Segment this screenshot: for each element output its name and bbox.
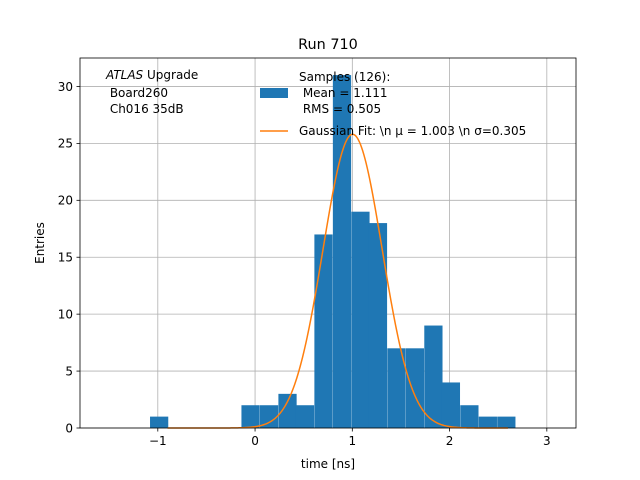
legend: Samples (126): Mean = 1.111 RMS = 0.505 … xyxy=(260,70,526,138)
histogram-bar xyxy=(278,393,297,428)
legend-fit-label: Gaussian Fit: \n μ = 1.003 \n σ=0.305 xyxy=(299,124,526,138)
y-tick-label: 0 xyxy=(65,421,73,435)
histogram-bar xyxy=(295,405,315,428)
x-tick-label: 0 xyxy=(251,434,259,448)
annotation-atlas: ATLAS xyxy=(105,68,144,82)
legend-bar-swatch xyxy=(260,88,288,98)
legend-samples-line-1: Samples (126): xyxy=(299,70,390,84)
histogram-bar xyxy=(497,416,516,428)
x-axis-ticks: −1 0 1 2 3 xyxy=(149,428,551,448)
legend-samples-line-2: Mean = 1.111 xyxy=(299,86,388,100)
y-tick-label: 30 xyxy=(58,80,73,94)
x-tick-label: −1 xyxy=(149,434,167,448)
y-axis-ticks: 0 5 10 15 20 25 30 xyxy=(58,80,80,435)
histogram-bar xyxy=(351,211,370,428)
histogram-bar xyxy=(424,325,443,428)
histogram-bar xyxy=(314,234,333,428)
histogram-bar xyxy=(441,382,461,428)
x-axis-label: time [ns] xyxy=(301,457,355,471)
x-tick-label: 2 xyxy=(446,434,454,448)
histogram-bar xyxy=(241,405,260,428)
y-tick-label: 15 xyxy=(58,251,73,265)
histogram-bar xyxy=(387,348,406,428)
histogram-bar xyxy=(405,348,425,428)
histogram-bar xyxy=(332,75,352,429)
y-tick-label: 25 xyxy=(58,137,73,151)
histogram-bar xyxy=(478,416,497,428)
y-axis-label: Entries xyxy=(33,222,47,264)
x-tick-label: 3 xyxy=(543,434,551,448)
histogram-bars xyxy=(150,75,516,429)
legend-samples-line-3: RMS = 0.505 xyxy=(299,102,381,116)
annotation-line-1: ATLAS Upgrade xyxy=(105,68,198,82)
annotation-text: ATLAS Upgrade Board260 Ch016 35dB xyxy=(105,68,198,116)
plot-frame xyxy=(79,57,577,429)
histogram-bar xyxy=(259,405,279,428)
annotation-line-2: Board260 xyxy=(106,86,168,100)
x-tick-label: 1 xyxy=(348,434,356,448)
chart-title: Run 710 xyxy=(298,37,358,53)
histogram-bar xyxy=(150,416,169,428)
y-tick-label: 5 xyxy=(65,364,73,378)
annotation-upgrade: Upgrade xyxy=(143,68,198,82)
y-tick-label: 20 xyxy=(58,194,73,208)
histogram-bar xyxy=(368,223,388,428)
histogram-bar xyxy=(460,405,479,428)
annotation-line-3: Ch016 35dB xyxy=(106,102,184,116)
y-tick-label: 10 xyxy=(58,307,73,321)
